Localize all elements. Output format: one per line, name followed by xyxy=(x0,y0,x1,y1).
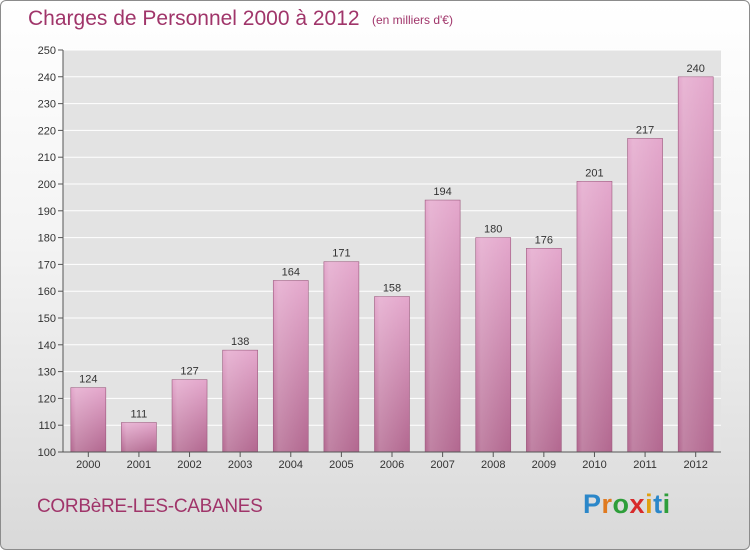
x-tick-label: 2000 xyxy=(76,459,100,471)
y-tick-label: 100 xyxy=(38,447,56,459)
proxiti-logo[interactable]: Proxiti xyxy=(583,489,671,519)
x-tick-label: 2011 xyxy=(633,459,657,471)
bar-value-label: 194 xyxy=(433,186,451,198)
commune-name: CORBèRE-LES-CABANES xyxy=(37,496,263,517)
y-tick-label: 120 xyxy=(38,393,56,405)
bar-value-label: 180 xyxy=(484,224,502,236)
bar-value-label: 171 xyxy=(332,248,350,260)
y-tick-label: 220 xyxy=(38,125,56,137)
bar-value-label: 201 xyxy=(585,167,603,179)
y-tick-label: 190 xyxy=(38,206,56,218)
y-tick-label: 130 xyxy=(38,367,56,379)
bar-value-label: 124 xyxy=(79,374,97,386)
x-tick-label: 2012 xyxy=(683,459,707,471)
chart-subtitle: (en milliers d'€) xyxy=(372,13,453,27)
y-tick-label: 140 xyxy=(38,340,56,352)
bar-value-label: 176 xyxy=(535,234,553,246)
bar-highlight xyxy=(678,76,714,453)
bar-highlight xyxy=(374,296,410,452)
y-tick-label: 160 xyxy=(38,286,56,298)
x-tick-label: 2005 xyxy=(329,459,353,471)
bar-value-label: 138 xyxy=(231,336,249,348)
bar-value-label: 158 xyxy=(383,283,401,295)
bar-highlight xyxy=(121,422,157,452)
bar-value-label: 164 xyxy=(282,266,300,278)
y-tick-label: 150 xyxy=(38,313,56,325)
bar-highlight xyxy=(273,280,309,452)
x-tick-label: 2006 xyxy=(380,459,404,471)
x-tick-label: 2008 xyxy=(481,459,505,471)
bar-highlight xyxy=(576,181,612,452)
x-tick-label: 2002 xyxy=(177,459,201,471)
y-tick-label: 210 xyxy=(38,152,56,164)
bar-highlight xyxy=(323,261,359,452)
bar-value-label: 217 xyxy=(636,124,654,136)
chart-title: Charges de Personnel 2000 à 2012 xyxy=(28,7,360,30)
y-tick-label: 200 xyxy=(38,179,56,191)
y-tick-label: 250 xyxy=(38,45,56,57)
bar-highlight xyxy=(70,387,106,452)
x-tick-label: 2003 xyxy=(228,459,252,471)
y-tick-label: 230 xyxy=(38,99,56,111)
bar-highlight xyxy=(425,200,461,452)
bar-highlight xyxy=(526,248,562,452)
bar-value-label: 127 xyxy=(180,366,198,378)
bar-value-label: 240 xyxy=(687,63,705,75)
bar-highlight xyxy=(172,379,208,452)
x-tick-label: 2009 xyxy=(532,459,556,471)
x-tick-label: 2004 xyxy=(279,459,303,471)
x-tick-label: 2001 xyxy=(127,459,151,471)
y-tick-label: 170 xyxy=(38,259,56,271)
y-tick-label: 180 xyxy=(38,233,56,245)
bar-value-label: 111 xyxy=(131,409,148,421)
x-tick-label: 2010 xyxy=(582,459,606,471)
bar-highlight xyxy=(475,237,511,452)
bar-highlight xyxy=(222,350,258,452)
x-tick-label: 2007 xyxy=(430,459,454,471)
y-tick-label: 240 xyxy=(38,72,56,84)
bar-highlight xyxy=(627,138,663,452)
y-tick-label: 110 xyxy=(38,420,56,432)
